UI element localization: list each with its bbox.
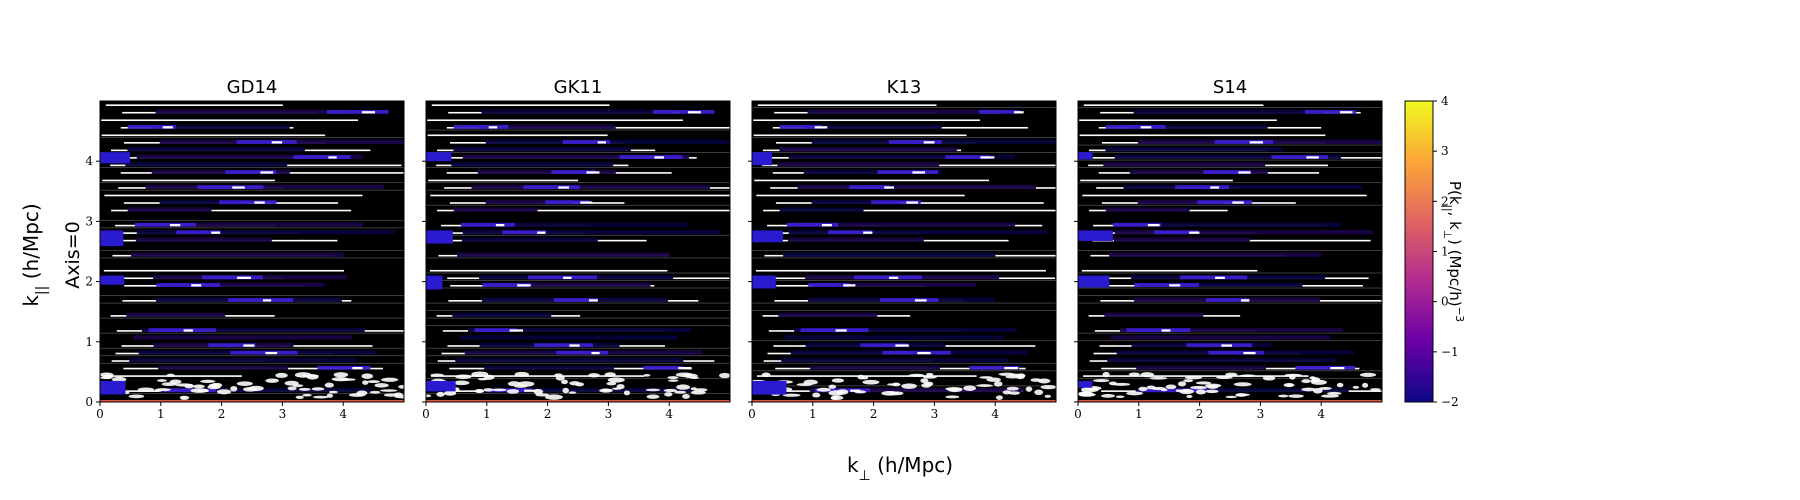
heatmap-image xyxy=(100,101,404,402)
colorbar-tick-label: 2 xyxy=(1441,194,1449,208)
colorbar: −2 −1 0 1 2 3 4 P(k||, k⊥) (Mpc/h)−3 xyxy=(1404,94,1465,409)
panel-gk11: GK11 0 1 2 3 4 xyxy=(422,77,731,421)
y-tick-label: 0 xyxy=(85,395,93,409)
x-tick-label: 0 xyxy=(748,407,756,421)
x-axis-title: k⊥ (h/Mpc) xyxy=(847,453,953,484)
x-tick-label: 4 xyxy=(991,407,999,421)
x-tick-label: 2 xyxy=(544,407,552,421)
heatmap-image xyxy=(1078,101,1382,402)
x-tick-label: 1 xyxy=(1135,407,1143,421)
x-tick-label: 1 xyxy=(483,407,491,421)
x-tick-label: 3 xyxy=(279,407,287,421)
x-tick-label: 2 xyxy=(870,407,878,421)
heatmap-image xyxy=(426,101,730,402)
x-tick-label: 3 xyxy=(1257,407,1265,421)
panel-title: GD14 xyxy=(227,77,278,98)
colorbar-tick-label: 3 xyxy=(1441,144,1449,158)
colorbar-tick-label: −2 xyxy=(1441,395,1459,409)
y-tick-label: 2 xyxy=(85,275,93,289)
y-tick-label: 3 xyxy=(85,214,93,228)
colorbar-tick-label: −1 xyxy=(1441,345,1459,359)
x-tick-label: 2 xyxy=(1196,407,1204,421)
panel-gd14: GD14 0 1 2 3 4 0 1 2 3 4 xyxy=(85,77,405,421)
x-tick-label: 2 xyxy=(218,407,226,421)
colorbar-tick-label: 4 xyxy=(1441,94,1449,108)
x-tick-label: 0 xyxy=(1074,407,1082,421)
heatmap-panels: GD14 0 1 2 3 4 0 1 2 3 4 GK11 0 1 2 3 4 K13 0 1 2 3 4 S14 0 1 2 3 4 xyxy=(85,77,1383,421)
y-tick-label: 4 xyxy=(85,154,93,168)
x-tick-label: 1 xyxy=(809,407,817,421)
x-tick-label: 4 xyxy=(339,407,347,421)
colorbar-tick-label: 1 xyxy=(1441,245,1449,259)
panel-title: GK11 xyxy=(554,77,603,98)
colorbar-gradient xyxy=(1404,100,1434,403)
x-tick-label: 1 xyxy=(157,407,165,421)
row-label-axis: Axis=0 xyxy=(62,221,84,288)
y-tick-label: 1 xyxy=(85,335,93,349)
y-axis-title: k|| (h/Mpc) xyxy=(19,203,50,306)
x-tick-label: 3 xyxy=(605,407,613,421)
panel-title: K13 xyxy=(887,77,922,98)
x-tick-label: 0 xyxy=(96,407,104,421)
colorbar-tick-label: 0 xyxy=(1441,295,1449,309)
x-tick-label: 3 xyxy=(931,407,939,421)
x-tick-label: 4 xyxy=(665,407,673,421)
colorbar-label: P(k||, k⊥) (Mpc/h)−3 xyxy=(1441,181,1465,322)
x-tick-label: 4 xyxy=(1317,407,1325,421)
panel-k13: K13 0 1 2 3 4 xyxy=(748,77,1057,421)
panel-s14: S14 0 1 2 3 4 xyxy=(1074,77,1383,421)
heatmap-image xyxy=(752,101,1056,402)
panel-title: S14 xyxy=(1213,77,1247,98)
x-tick-label: 0 xyxy=(422,407,430,421)
